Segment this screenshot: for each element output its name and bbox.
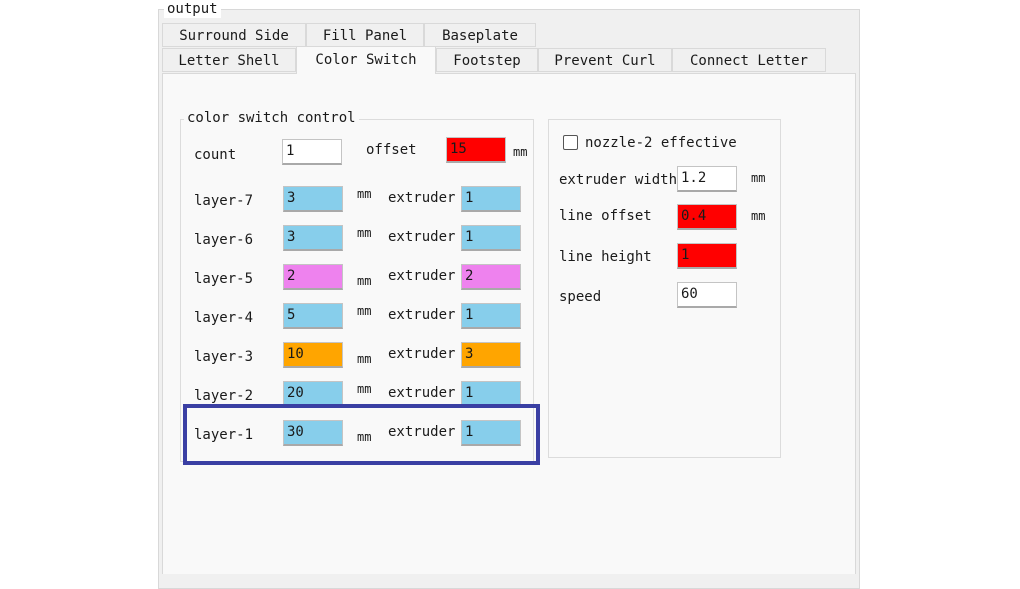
layer-6-extruder-label: extruder: [388, 229, 456, 245]
layer-1-extruder-label: extruder: [388, 424, 456, 440]
layer-6-height-input[interactable]: 3: [283, 225, 343, 251]
tab-letter-shell[interactable]: Letter Shell: [162, 48, 296, 72]
layer-3-label: layer-3: [194, 349, 254, 365]
layer-2-unit: mm: [357, 382, 372, 396]
nozzle-2-checkbox[interactable]: [563, 135, 578, 150]
layer-4-label: layer-4: [194, 310, 254, 326]
layer-1-highlight: [183, 404, 540, 465]
layer-2-extruder-label: extruder: [388, 385, 456, 401]
line-offset-label: line offset: [559, 208, 652, 224]
color-switch-legend: color switch control: [184, 109, 359, 127]
tab-fill-panel[interactable]: Fill Panel: [306, 23, 424, 47]
layer-4-extruder-input[interactable]: 1: [461, 303, 521, 329]
count-label: count: [194, 147, 237, 163]
tab-prevent-curl[interactable]: Prevent Curl: [538, 48, 672, 72]
count-input[interactable]: 1: [282, 139, 342, 165]
layer-4-extruder-label: extruder: [388, 307, 456, 323]
layer-4-unit: mm: [357, 304, 372, 318]
layer-1-unit: mm: [357, 430, 372, 444]
offset-label: offset: [366, 142, 417, 158]
layer-4-height-input[interactable]: 5: [283, 303, 343, 329]
offset-input[interactable]: 15: [446, 137, 506, 163]
layer-2-label: layer-2: [194, 388, 254, 404]
tab-baseplate[interactable]: Baseplate: [424, 23, 536, 47]
layer-1-height-input[interactable]: 30: [283, 420, 343, 446]
layer-3-unit: mm: [357, 352, 372, 366]
tab-connect-letter[interactable]: Connect Letter: [672, 48, 826, 72]
line-offset-unit: mm: [751, 209, 766, 223]
line-height-label: line height: [559, 249, 652, 265]
output-group-label: output: [164, 0, 221, 18]
speed-input[interactable]: 60: [677, 282, 737, 308]
layer-5-extruder-input[interactable]: 2: [461, 264, 521, 290]
layer-5-extruder-label: extruder: [388, 268, 456, 284]
layer-1-extruder-input[interactable]: 1: [461, 420, 521, 446]
layer-7-unit: mm: [357, 187, 372, 201]
layer-6-label: layer-6: [194, 232, 254, 248]
layer-6-unit: mm: [357, 226, 372, 240]
extruder-width-input[interactable]: 1.2: [677, 166, 737, 192]
line-offset-input[interactable]: 0.4: [677, 204, 737, 230]
layer-3-height-input[interactable]: 10: [283, 342, 343, 368]
layer-7-extruder-input[interactable]: 1: [461, 186, 521, 212]
layer-7-extruder-label: extruder: [388, 190, 456, 206]
tab-surround-side[interactable]: Surround Side: [162, 23, 306, 47]
layer-3-extruder-input[interactable]: 3: [461, 342, 521, 368]
speed-label: speed: [559, 289, 602, 305]
layer-5-label: layer-5: [194, 271, 254, 287]
nozzle-group: [548, 119, 781, 458]
layer-6-extruder-input[interactable]: 1: [461, 225, 521, 251]
layer-3-extruder-label: extruder: [388, 346, 456, 362]
layer-7-label: layer-7: [194, 193, 254, 209]
layer-7-height-input[interactable]: 3: [283, 186, 343, 212]
offset-unit: mm: [513, 145, 528, 159]
layer-5-unit: mm: [357, 274, 372, 288]
extruder-width-unit: mm: [751, 171, 766, 185]
nozzle-2-label: nozzle-2 effective: [585, 135, 737, 151]
layer-1-label: layer-1: [194, 427, 254, 443]
tab-color-switch[interactable]: Color Switch: [296, 46, 436, 74]
layer-5-height-input[interactable]: 2: [283, 264, 343, 290]
extruder-width-label: extruder width: [559, 172, 678, 188]
line-height-input[interactable]: 1: [677, 243, 737, 269]
tab-footstep[interactable]: Footstep: [436, 48, 538, 72]
